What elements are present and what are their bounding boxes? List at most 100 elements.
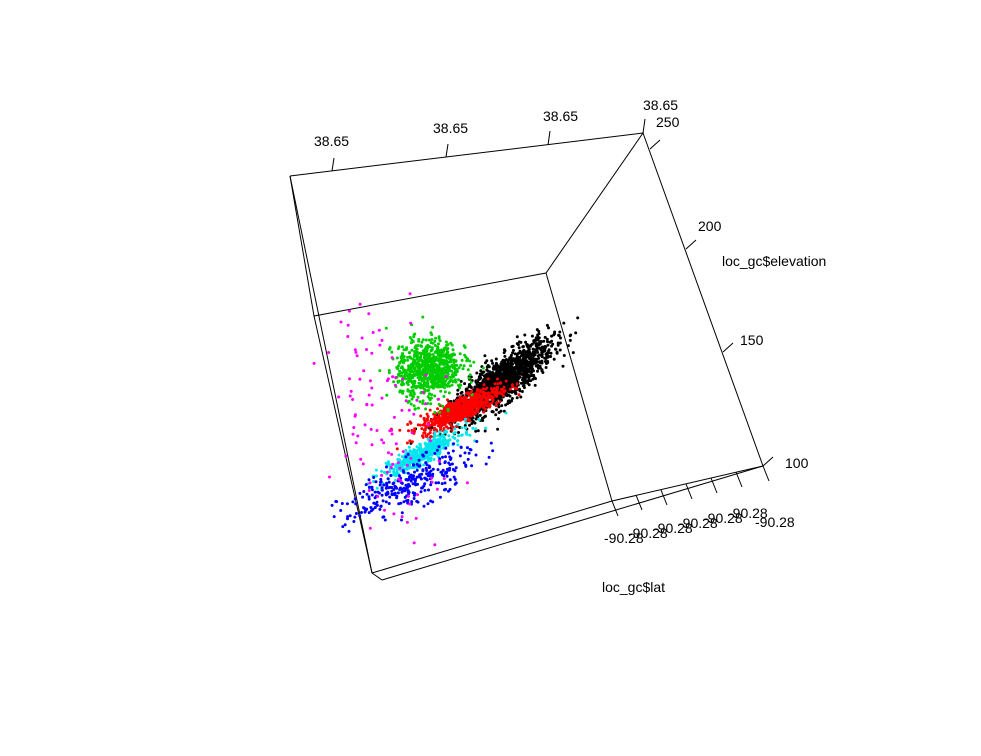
- data-point: [418, 367, 422, 371]
- data-point: [380, 473, 384, 477]
- z-axis-label: loc_gc$elevation: [722, 253, 826, 269]
- data-point: [444, 340, 448, 344]
- data-point: [451, 435, 455, 439]
- data-point: [387, 480, 391, 484]
- data-point: [429, 448, 433, 452]
- data-point: [424, 359, 428, 362]
- data-point: [428, 439, 432, 443]
- data-point: [478, 381, 482, 385]
- data-point: [491, 396, 495, 399]
- data-point: [474, 427, 478, 431]
- data-point: [463, 426, 467, 430]
- data-point: [469, 385, 473, 389]
- data-point: [470, 393, 474, 397]
- data-point: [514, 372, 518, 376]
- data-point: [537, 332, 541, 336]
- data-point: [420, 344, 423, 348]
- z-tick-mark: [685, 239, 697, 250]
- data-point: [358, 514, 362, 518]
- y-tick-mark: [331, 157, 335, 172]
- data-point: [428, 408, 432, 412]
- data-point: [410, 348, 414, 352]
- data-point: [529, 371, 533, 375]
- data-point: [490, 390, 494, 394]
- data-point: [496, 379, 500, 383]
- data-point: [359, 457, 363, 461]
- data-point: [401, 460, 405, 464]
- data-point: [531, 360, 535, 364]
- data-point: [339, 509, 343, 512]
- data-point: [431, 353, 435, 356]
- data-point: [475, 440, 479, 443]
- data-point: [481, 366, 485, 370]
- data-point: [562, 321, 566, 325]
- y-axis-ticks: 38.65 38.65 38.65 38.65: [314, 97, 678, 172]
- data-point: [421, 338, 425, 342]
- data-point: [504, 392, 508, 396]
- data-point: [434, 336, 438, 340]
- data-point: [408, 351, 411, 355]
- data-point: [387, 502, 391, 505]
- data-point: [470, 464, 474, 468]
- data-point: [414, 384, 418, 388]
- data-point: [474, 403, 478, 407]
- data-point: [355, 354, 359, 358]
- data-point: [520, 364, 524, 368]
- data-point: [412, 457, 416, 460]
- data-point: [433, 374, 437, 378]
- data-point: [437, 336, 441, 340]
- data-point: [465, 359, 469, 363]
- z-tick-label: 100: [785, 455, 809, 471]
- data-point: [423, 431, 427, 435]
- data-point: [490, 382, 494, 385]
- data-point: [419, 375, 423, 379]
- data-point: [435, 351, 438, 354]
- data-point: [389, 466, 393, 469]
- data-point: [518, 349, 522, 353]
- x-tick-mark: [762, 465, 770, 482]
- data-point: [506, 402, 510, 406]
- data-point: [425, 381, 429, 385]
- data-point: [408, 292, 412, 296]
- data-point: [497, 405, 501, 409]
- y-tick-mark: [642, 118, 646, 134]
- data-point: [529, 360, 533, 363]
- data-point: [439, 380, 443, 384]
- data-point: [415, 499, 419, 503]
- data-point: [429, 499, 433, 503]
- data-point: [461, 400, 465, 403]
- data-point: [349, 389, 353, 393]
- data-point: [515, 352, 519, 356]
- data-point: [470, 389, 474, 393]
- data-point: [390, 350, 394, 354]
- data-point: [461, 367, 465, 371]
- data-point: [404, 399, 408, 403]
- data-point: [380, 493, 384, 497]
- data-point: [485, 396, 489, 399]
- data-point: [438, 462, 442, 466]
- data-point: [462, 344, 466, 348]
- data-point: [511, 357, 515, 361]
- data-point: [421, 469, 425, 473]
- data-point: [368, 481, 372, 485]
- data-point: [380, 438, 384, 442]
- data-point: [395, 468, 399, 472]
- data-point: [409, 402, 413, 406]
- data-point: [429, 349, 433, 353]
- data-point: [409, 456, 413, 460]
- data-point: [422, 376, 426, 380]
- data-point: [504, 379, 508, 383]
- data-point: [426, 502, 430, 506]
- data-point: [522, 384, 526, 387]
- data-point: [500, 404, 504, 408]
- data-point: [387, 451, 390, 455]
- data-point: [381, 499, 385, 503]
- data-point: [547, 326, 550, 330]
- x-tick-mark: [685, 483, 693, 500]
- data-point: [430, 376, 434, 380]
- data-point: [445, 404, 449, 407]
- data-point: [429, 367, 433, 371]
- data-point: [384, 493, 388, 497]
- data-point: [448, 438, 452, 442]
- data-point: [404, 460, 408, 464]
